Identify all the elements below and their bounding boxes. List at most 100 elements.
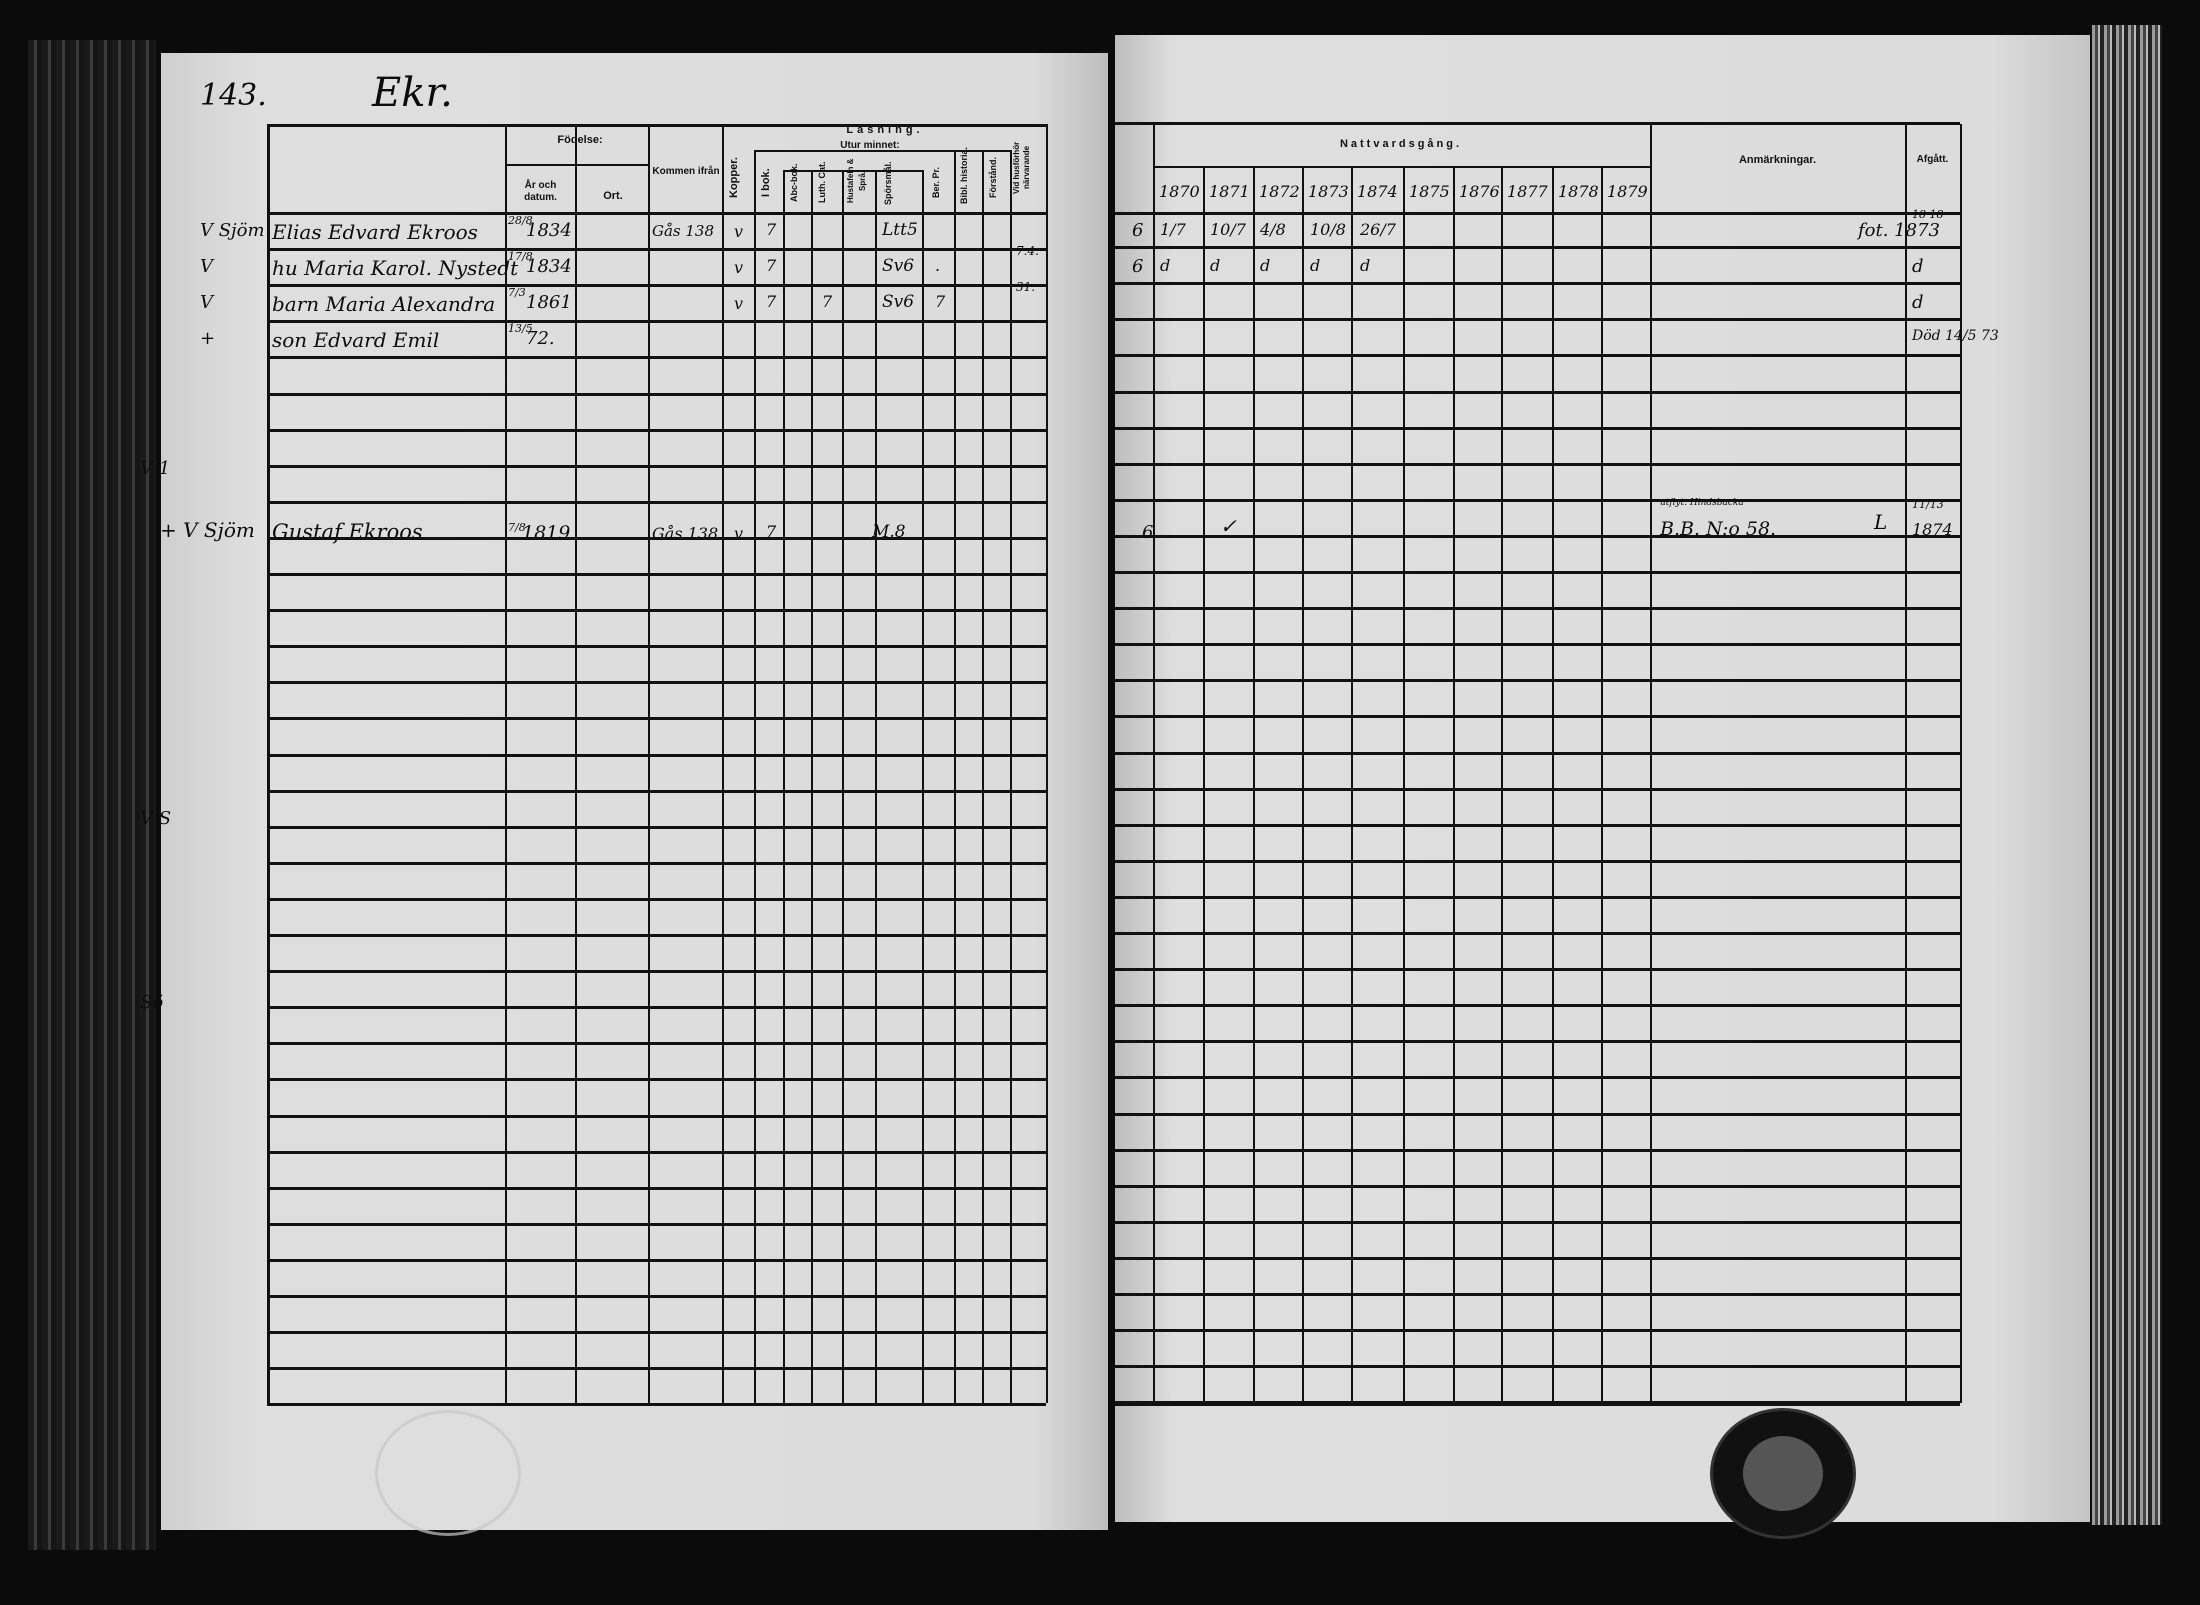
ber-pr: .: [935, 256, 941, 275]
row-line: [267, 681, 1046, 684]
header-abc-bok: Abc-bok.: [789, 163, 799, 202]
header-luth-cat: Luth. Cat.: [817, 161, 827, 204]
column-divider: [575, 124, 577, 1403]
column-divider: [1153, 124, 1155, 1403]
row-line: [1115, 824, 1960, 827]
i-bok: 7: [766, 522, 777, 541]
header-ar-och-datum: År och datum.: [524, 180, 557, 203]
nattvard-count: 6: [1132, 256, 1144, 277]
book-fore-edge: [2092, 25, 2162, 1525]
row-line: [1115, 788, 1960, 791]
person-name: hu Maria Karol. Nystedt: [272, 256, 519, 280]
row-line: [267, 356, 1046, 359]
table-top-border: [267, 124, 1046, 127]
afgatt: 1874: [1912, 520, 1953, 539]
column-divider: [811, 170, 813, 1403]
i-bok: 7: [766, 292, 777, 311]
row-line: [1115, 246, 1960, 249]
row-line: [1115, 1293, 1960, 1296]
nattvard-date: d: [1310, 256, 1321, 275]
birth-year: 1834: [526, 256, 572, 277]
row-line: [1115, 535, 1960, 538]
header-ort: Ort.: [603, 190, 623, 202]
book-spine-edge: [28, 40, 156, 1550]
row-line: [1115, 607, 1960, 610]
birth-year: 1861: [526, 292, 572, 313]
margin-note: Sö: [140, 992, 164, 1013]
year-header: 1876: [1459, 182, 1500, 201]
row-line: [267, 609, 1046, 612]
kopper: v: [734, 294, 744, 313]
ber-pr: 7: [935, 292, 946, 311]
row-line: [1115, 1365, 1960, 1368]
row-line: [1115, 860, 1960, 863]
person-name: barn Maria Alexandra: [272, 292, 496, 316]
column-divider: [922, 170, 924, 1403]
kopper: v: [734, 222, 744, 241]
nattvard-date: 26/7: [1360, 220, 1396, 239]
page-number: 143.: [200, 78, 267, 113]
nattvard-date: d: [1360, 256, 1371, 275]
header-hustafeln: Hustafeln & Språ.: [846, 158, 867, 204]
row-line: [267, 862, 1046, 865]
i-bok: 7: [766, 256, 777, 275]
margin-note: +: [200, 328, 216, 349]
anmarkning: B.B. N:o 58.: [1660, 518, 1777, 540]
row-line: [267, 645, 1046, 648]
header-kopper: Kopper.: [728, 157, 740, 198]
row-line: [267, 1223, 1046, 1226]
header-utur-minnet: Utur minnet:: [840, 140, 900, 151]
nattvard-count: 6: [1132, 220, 1144, 241]
kopper: v: [734, 524, 744, 543]
row-line: [1115, 1221, 1960, 1224]
sporsmal: Sv6: [882, 292, 915, 312]
column-divider: [505, 124, 507, 1403]
header-bibl-historia: Bibl. historia.: [959, 146, 969, 204]
column-divider: [1601, 166, 1603, 1403]
birth-year: 1834: [526, 220, 572, 241]
nattvard-date: d: [1210, 256, 1221, 275]
column-divider: [722, 124, 724, 1403]
row-line: [1115, 463, 1960, 466]
village-name: Ekr.: [372, 70, 453, 116]
year-header: 1878: [1558, 182, 1599, 201]
margin-note: V Sjöm: [200, 220, 265, 241]
column-divider: [754, 150, 756, 1403]
column-divider: [1351, 166, 1353, 1403]
row-line: [267, 1006, 1046, 1009]
row-line: [1115, 679, 1960, 682]
row-line: [267, 970, 1046, 973]
nattvard-count: 6: [1142, 522, 1154, 543]
header-forstand: Förstånd.: [988, 157, 998, 199]
row-line: [267, 573, 1046, 576]
margin-note: V: [200, 256, 213, 277]
side-note: 31.: [1016, 280, 1036, 294]
column-divider: [1203, 166, 1205, 1403]
row-line: [1115, 1076, 1960, 1079]
row-line: [1115, 282, 1960, 285]
row-line: [267, 790, 1046, 793]
i-bok: 7: [766, 220, 777, 239]
margin-note: V: [200, 292, 213, 313]
row-line: [267, 393, 1046, 396]
header-bottom-rule: [1115, 212, 1960, 215]
column-divider: [842, 170, 844, 1403]
row-line: [1115, 1401, 1960, 1404]
row-line: [1115, 1149, 1960, 1152]
year-header: 1870: [1159, 182, 1200, 201]
row-line: [267, 1331, 1046, 1334]
year-header: 1872: [1259, 182, 1300, 201]
column-divider: [954, 150, 956, 1403]
kommen-ifran: Gås 138: [652, 222, 715, 240]
afgatt: fot. 1873: [1858, 220, 1940, 241]
column-divider: [982, 150, 984, 1403]
person-name: Gustaf Ekroos: [272, 520, 423, 544]
column-divider: [1302, 166, 1304, 1403]
row-line: [1115, 318, 1960, 321]
luth-cat: 7: [822, 292, 833, 311]
header-ber-pr: Ber. Pr.: [931, 166, 941, 199]
row-line: [267, 898, 1046, 901]
row-line: [267, 465, 1046, 468]
column-divider: [1650, 124, 1652, 1403]
birth-day: 17/8: [508, 250, 533, 263]
